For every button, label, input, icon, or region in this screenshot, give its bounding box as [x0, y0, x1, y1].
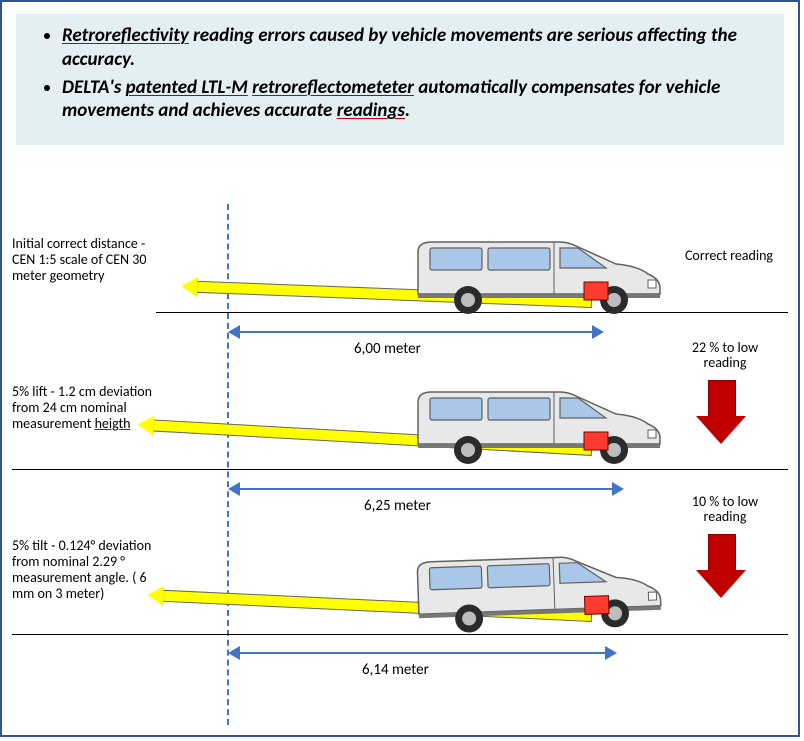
van-illustration — [409, 535, 672, 634]
dimension-arrow — [228, 325, 604, 339]
row-left-label: 5% tilt - 0.124° deviation from nominal … — [12, 538, 152, 602]
error-arrow-icon — [696, 380, 746, 446]
header-bullet-list: Retroreflectivity reading errors caused … — [40, 24, 760, 123]
header-bullet: Retroreflectivity reading errors caused … — [62, 24, 760, 72]
header-box: Retroreflectivity reading errors caused … — [16, 14, 784, 145]
dimension-label: 6,25 meter — [364, 497, 431, 515]
dimension-arrow — [228, 646, 617, 660]
van-illustration — [410, 374, 670, 464]
row-left-label: 5% lift - 1.2 cm deviation from 24 cm no… — [12, 384, 152, 432]
error-arrow-icon — [696, 534, 746, 600]
ground-line — [12, 469, 788, 470]
dimension-arrow — [228, 482, 624, 496]
header-bullet: DELTA's patented LTL-M retroreflectomete… — [62, 76, 760, 124]
dimension-label: 6,00 meter — [354, 340, 421, 358]
diagram-area: Initial correct distance - CEN 1:5 scale… — [2, 212, 798, 735]
diagram-row: 5% tilt - 0.124° deviation from nominal … — [2, 538, 798, 678]
reading-label: 10 % to low reading — [670, 494, 780, 525]
reading-label: Correct reading — [684, 248, 774, 263]
dimension-label: 6,14 meter — [362, 661, 429, 679]
van-illustration — [410, 224, 670, 314]
page: Retroreflectivity reading errors caused … — [0, 0, 800, 737]
reading-label: 22 % to low reading — [670, 340, 780, 371]
row-left-label: Initial correct distance - CEN 1:5 scale… — [12, 236, 152, 284]
ground-line — [12, 634, 788, 635]
